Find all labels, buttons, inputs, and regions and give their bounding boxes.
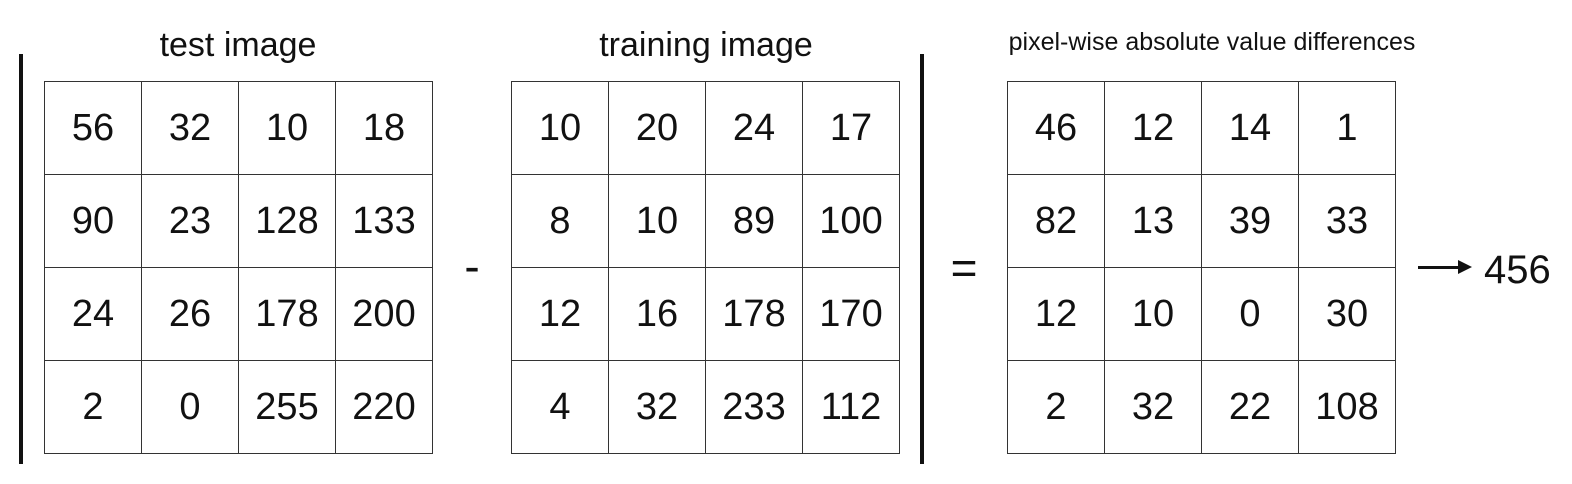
grid-cell: 128	[238, 174, 336, 268]
table-row: 8 10 89 100	[511, 174, 900, 268]
test-image-grid: 56 32 10 18 90 23 128 133 24 26 178 200 …	[44, 81, 433, 454]
grid-cell: 89	[705, 174, 803, 268]
grid-cell: 133	[335, 174, 433, 268]
grid-cell: 20	[608, 81, 706, 175]
table-row: 12 10 0 30	[1007, 267, 1396, 361]
grid-cell: 12	[1007, 267, 1105, 361]
grid-cell: 16	[608, 267, 706, 361]
equals-operator: =	[950, 242, 978, 294]
left-separator-bar	[19, 54, 23, 464]
grid-cell: 46	[1007, 81, 1105, 175]
grid-cell: 39	[1201, 174, 1299, 268]
difference-grid: 46 12 14 1 82 13 39 33 12 10 0 30 2 32 2…	[1007, 81, 1396, 454]
table-row: 2 0 255 220	[44, 360, 433, 454]
grid-cell: 26	[141, 267, 239, 361]
training-image-title: training image	[599, 26, 813, 64]
grid-cell: 30	[1298, 267, 1396, 361]
grid-cell: 12	[511, 267, 609, 361]
table-row: 56 32 10 18	[44, 81, 433, 175]
grid-cell: 17	[802, 81, 900, 175]
grid-cell: 10	[1104, 267, 1202, 361]
table-row: 46 12 14 1	[1007, 81, 1396, 175]
grid-cell: 18	[335, 81, 433, 175]
grid-cell: 0	[141, 360, 239, 454]
right-arrow-icon	[1418, 260, 1472, 274]
table-row: 24 26 178 200	[44, 267, 433, 361]
grid-cell: 90	[44, 174, 142, 268]
grid-cell: 10	[238, 81, 336, 175]
table-row: 2 32 22 108	[1007, 360, 1396, 454]
difference-title: pixel-wise absolute value differences	[1008, 28, 1416, 56]
grid-cell: 12	[1104, 81, 1202, 175]
grid-cell: 0	[1201, 267, 1299, 361]
grid-cell: 23	[141, 174, 239, 268]
training-image-grid: 10 20 24 17 8 10 89 100 12 16 178 170 4 …	[511, 81, 900, 454]
table-row: 10 20 24 17	[511, 81, 900, 175]
grid-cell: 233	[705, 360, 803, 454]
grid-cell: 220	[335, 360, 433, 454]
grid-cell: 108	[1298, 360, 1396, 454]
grid-cell: 10	[511, 81, 609, 175]
grid-cell: 2	[1007, 360, 1105, 454]
grid-cell: 33	[1298, 174, 1396, 268]
grid-cell: 32	[141, 81, 239, 175]
grid-cell: 24	[44, 267, 142, 361]
grid-cell: 56	[44, 81, 142, 175]
grid-cell: 22	[1201, 360, 1299, 454]
grid-cell: 178	[705, 267, 803, 361]
test-image-title: test image	[159, 26, 317, 64]
grid-cell: 82	[1007, 174, 1105, 268]
table-row: 90 23 128 133	[44, 174, 433, 268]
grid-cell: 13	[1104, 174, 1202, 268]
grid-cell: 2	[44, 360, 142, 454]
grid-cell: 1	[1298, 81, 1396, 175]
grid-cell: 112	[802, 360, 900, 454]
table-row: 12 16 178 170	[511, 267, 900, 361]
table-row: 82 13 39 33	[1007, 174, 1396, 268]
grid-cell: 200	[335, 267, 433, 361]
middle-separator-bar	[920, 54, 924, 464]
grid-cell: 10	[608, 174, 706, 268]
grid-cell: 14	[1201, 81, 1299, 175]
minus-operator: -	[464, 240, 480, 292]
grid-cell: 255	[238, 360, 336, 454]
grid-cell: 24	[705, 81, 803, 175]
grid-cell: 8	[511, 174, 609, 268]
grid-cell: 170	[802, 267, 900, 361]
table-row: 4 32 233 112	[511, 360, 900, 454]
grid-cell: 32	[608, 360, 706, 454]
sum-result: 456	[1484, 248, 1551, 292]
grid-cell: 178	[238, 267, 336, 361]
grid-cell: 4	[511, 360, 609, 454]
grid-cell: 100	[802, 174, 900, 268]
grid-cell: 32	[1104, 360, 1202, 454]
